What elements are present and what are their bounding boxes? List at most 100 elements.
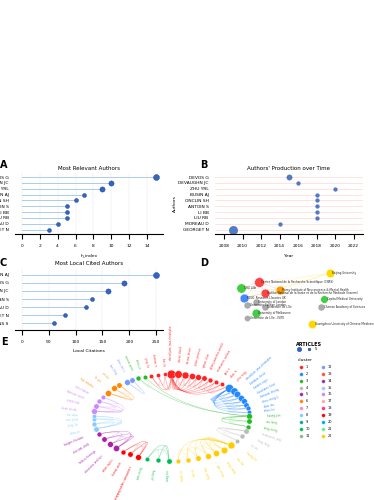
Point bbox=[327, 269, 333, 277]
Point bbox=[286, 173, 292, 181]
Title: Most Local Cited Authors: Most Local Cited Authors bbox=[55, 262, 123, 266]
Point bbox=[124, 378, 130, 386]
Point bbox=[298, 370, 304, 378]
Text: ying, liu: ying, liu bbox=[142, 357, 149, 368]
Text: zhao, lei: zhao, lei bbox=[264, 408, 275, 413]
Point bbox=[91, 412, 96, 420]
Text: RLUK: Research Libraries UK: RLUK: Research Libraries UK bbox=[246, 296, 285, 300]
Text: 21: 21 bbox=[327, 427, 332, 431]
Text: rasmussen, carlene: rasmussen, carlene bbox=[217, 350, 232, 373]
Text: C: C bbox=[0, 258, 7, 268]
Title: Authors' Production over Time: Authors' Production over Time bbox=[247, 166, 330, 170]
Point bbox=[116, 381, 122, 389]
Point bbox=[73, 196, 79, 204]
Point bbox=[313, 208, 319, 216]
Point bbox=[242, 427, 248, 435]
Text: 4: 4 bbox=[306, 386, 308, 390]
Point bbox=[230, 226, 236, 234]
Text: pan, ming: pan, ming bbox=[137, 466, 144, 480]
Text: 14: 14 bbox=[327, 378, 332, 382]
Text: bouchami, hind: bouchami, hind bbox=[257, 382, 276, 395]
Point bbox=[319, 432, 325, 440]
Point bbox=[244, 314, 250, 322]
Text: he, shuo: he, shuo bbox=[67, 414, 78, 418]
Point bbox=[234, 436, 240, 444]
Point bbox=[99, 185, 105, 193]
Point bbox=[153, 173, 159, 181]
Point bbox=[295, 179, 301, 187]
Text: pruitt, tobi: pruitt, tobi bbox=[66, 398, 80, 406]
Text: xu, yang: xu, yang bbox=[178, 470, 183, 480]
Point bbox=[142, 372, 148, 380]
Point bbox=[175, 457, 181, 465]
Point bbox=[96, 430, 102, 438]
Text: 2: 2 bbox=[306, 372, 308, 376]
Point bbox=[162, 370, 168, 378]
Text: rasmussen, judy: rasmussen, judy bbox=[261, 432, 282, 442]
Text: Beijing University: Beijing University bbox=[332, 271, 356, 275]
Text: Institut National de la Sante et de la Recherche Medicale (Inserm): Institut National de la Sante et de la R… bbox=[267, 291, 358, 295]
Text: place, james a: place, james a bbox=[194, 348, 203, 366]
Point bbox=[155, 456, 161, 464]
Point bbox=[64, 202, 70, 210]
Title: Most Relevant Authors: Most Relevant Authors bbox=[58, 166, 120, 170]
Text: kumar, anirt: kumar, anirt bbox=[111, 462, 123, 476]
Text: wu, hai: wu, hai bbox=[235, 456, 244, 466]
Point bbox=[319, 384, 325, 392]
Point bbox=[319, 412, 325, 420]
Point bbox=[298, 384, 304, 392]
Point bbox=[121, 279, 127, 287]
Point bbox=[111, 384, 117, 392]
Point bbox=[129, 376, 135, 384]
X-axis label: h_index: h_index bbox=[80, 254, 98, 258]
Text: 8: 8 bbox=[306, 414, 308, 418]
Point bbox=[239, 432, 245, 440]
Point bbox=[226, 384, 232, 392]
Text: ARTICLES: ARTICLES bbox=[296, 342, 322, 346]
Text: ratan, rajni c: ratan, rajni c bbox=[102, 458, 115, 472]
Text: 12: 12 bbox=[327, 364, 332, 368]
Point bbox=[313, 196, 319, 204]
Point bbox=[234, 390, 240, 398]
Text: hamoud, thierry: hamoud, thierry bbox=[260, 388, 280, 400]
Point bbox=[319, 425, 325, 433]
Text: zhou, ming-li: zhou, ming-li bbox=[262, 396, 279, 404]
Text: charstek, dielk: charstek, dielk bbox=[72, 442, 90, 455]
Text: zhao, jo: zhao, jo bbox=[70, 430, 80, 436]
Text: aye, tabitha: aye, tabitha bbox=[79, 376, 94, 388]
Point bbox=[244, 302, 250, 310]
Point bbox=[309, 320, 315, 328]
Text: Centre National de la Recherche Scientifique (CNRS): Centre National de la Recherche Scientif… bbox=[261, 280, 334, 284]
Point bbox=[135, 453, 141, 461]
Text: Universite de Lille: Universite de Lille bbox=[267, 304, 292, 308]
Point bbox=[201, 374, 207, 382]
Text: University of London: University of London bbox=[258, 300, 286, 304]
Text: gao, ming: gao, ming bbox=[215, 464, 224, 476]
Text: cluster: cluster bbox=[298, 358, 313, 362]
Point bbox=[218, 380, 224, 388]
Point bbox=[246, 412, 252, 420]
Text: 5: 5 bbox=[306, 392, 308, 396]
Text: yihu, engji: yihu, engji bbox=[236, 370, 248, 382]
Point bbox=[82, 190, 88, 198]
Point bbox=[306, 346, 312, 354]
Text: 1: 1 bbox=[306, 364, 308, 368]
Text: diao, rc: diao, rc bbox=[230, 369, 239, 379]
Text: 15: 15 bbox=[327, 386, 332, 390]
Point bbox=[298, 432, 304, 440]
Point bbox=[298, 404, 304, 412]
Text: 6: 6 bbox=[306, 400, 308, 404]
Text: tang, ming: tang, ming bbox=[263, 426, 278, 433]
Text: University of Melbourne: University of Melbourne bbox=[258, 310, 291, 314]
Text: lin, mi: lin, mi bbox=[189, 468, 194, 477]
Text: cao, yang: cao, yang bbox=[202, 466, 210, 479]
Point bbox=[64, 214, 70, 222]
Point bbox=[51, 320, 57, 328]
Text: huang, lei: huang, lei bbox=[245, 451, 257, 462]
Text: gloscy-sanchez, amelie: gloscy-sanchez, amelie bbox=[210, 342, 226, 370]
Text: fan, fang: fan, fang bbox=[108, 364, 118, 375]
Point bbox=[240, 397, 246, 405]
Text: ying, liu: ying, liu bbox=[68, 423, 78, 428]
Text: D: D bbox=[200, 258, 208, 268]
Point bbox=[205, 452, 211, 460]
